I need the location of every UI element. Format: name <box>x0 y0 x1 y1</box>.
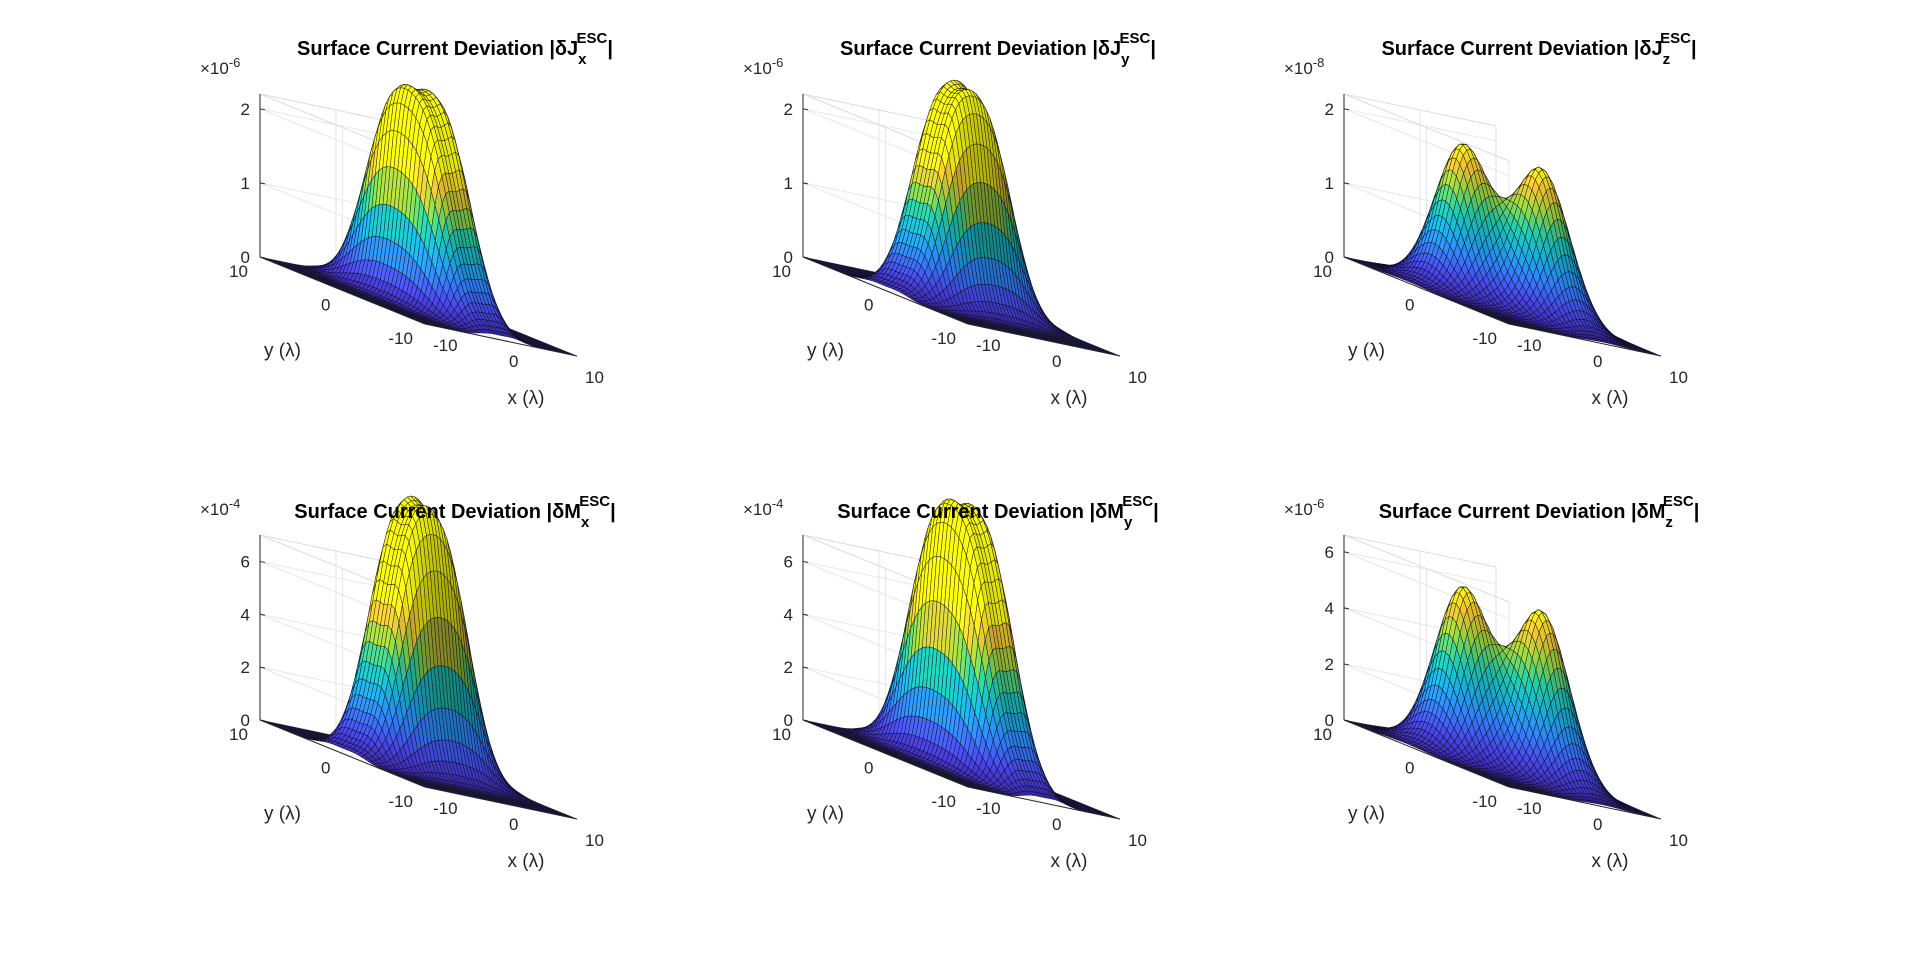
x-tick-label: -10 <box>433 336 458 355</box>
z-exponent-power: -6 <box>229 55 241 70</box>
x-tick-label: 10 <box>1128 368 1147 387</box>
x-tick-label: 0 <box>1052 352 1061 371</box>
title-superscript: ESC <box>1120 30 1151 47</box>
z-tick-label: 1 <box>784 174 793 193</box>
title-main: Surface Current Deviation |δJ <box>297 38 578 60</box>
y-tick-label: 0 <box>864 296 873 315</box>
y-tick-label: 10 <box>229 262 248 281</box>
z-tick-label: 1 <box>241 174 250 193</box>
y-tick-label: 0 <box>321 296 330 315</box>
title-superscript: ESC <box>577 30 608 47</box>
x-tick-label: 0 <box>509 352 518 371</box>
title-subscript: x <box>578 51 587 68</box>
y-tick-label: 10 <box>772 262 791 281</box>
y-tick-label: -10 <box>388 329 413 348</box>
x-tick-label: -10 <box>976 336 1001 355</box>
y-axis-label: y (λ) <box>264 341 301 362</box>
z-exponent-base: ×10 <box>200 59 229 78</box>
title-main: Surface Current Deviation |δJ <box>840 38 1121 60</box>
z-exponent-base: ×10 <box>743 59 772 78</box>
x-tick-label: 10 <box>585 368 604 387</box>
z-tick-label: 2 <box>784 100 793 119</box>
z-tick-label: 2 <box>241 100 250 119</box>
title-end: | <box>1150 38 1156 60</box>
title-subscript: y <box>1121 51 1130 68</box>
z-exponent-power: -6 <box>772 55 784 70</box>
y-tick-label: -10 <box>931 329 956 348</box>
y-axis-label: y (λ) <box>807 341 844 362</box>
x-axis-label: x (λ) <box>508 388 545 409</box>
x-axis-label: x (λ) <box>1051 388 1088 409</box>
title-end: | <box>607 38 613 60</box>
